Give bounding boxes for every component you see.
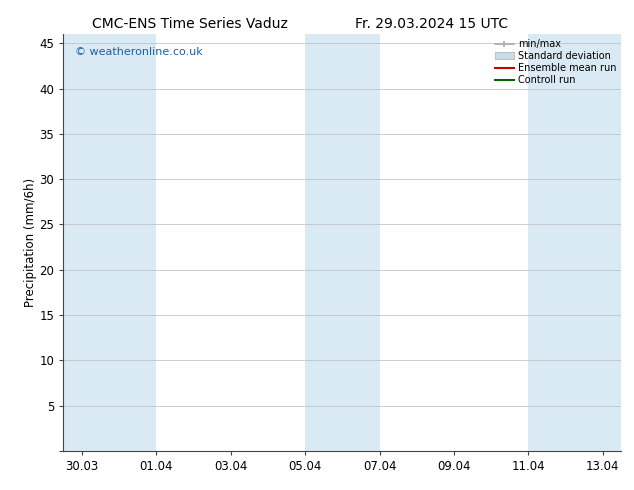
Text: © weatheronline.co.uk: © weatheronline.co.uk [75,47,202,57]
Bar [63,34,157,451]
Text: Fr. 29.03.2024 15 UTC: Fr. 29.03.2024 15 UTC [354,17,508,31]
Bar [305,34,380,451]
Legend: min/max, Standard deviation, Ensemble mean run, Controll run: min/max, Standard deviation, Ensemble me… [495,39,616,85]
Bar [528,34,621,451]
Text: CMC-ENS Time Series Vaduz: CMC-ENS Time Series Vaduz [93,17,288,31]
Y-axis label: Precipitation (mm/6h): Precipitation (mm/6h) [23,178,37,307]
